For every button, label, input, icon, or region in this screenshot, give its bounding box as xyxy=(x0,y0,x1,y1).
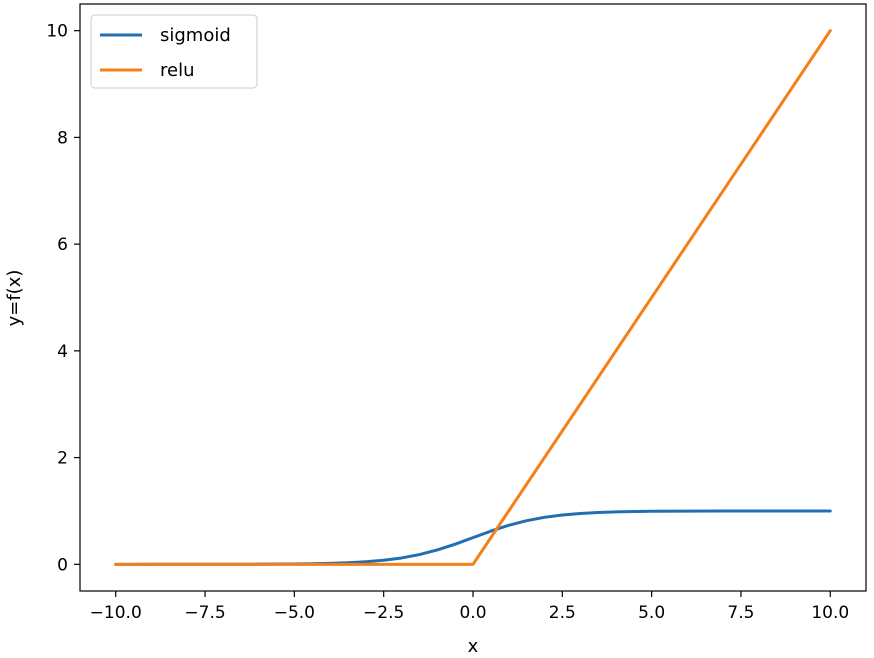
x-tick-label: 0.0 xyxy=(459,603,486,623)
x-tick-label: −2.5 xyxy=(363,603,404,623)
legend-entries: sigmoid relu xyxy=(100,25,231,81)
legend: sigmoid relu xyxy=(90,14,258,89)
y-axis-label: y=f(x) xyxy=(4,270,25,327)
x-tick-label: 2.5 xyxy=(549,603,576,623)
x-tick-label: 7.5 xyxy=(727,603,754,623)
y-tick-label: 4 xyxy=(57,342,68,362)
y-tick-label: 8 xyxy=(57,128,68,148)
y-tick-label: 6 xyxy=(57,235,68,255)
x-axis-label: x xyxy=(468,636,479,657)
x-tick-label: 5.0 xyxy=(638,603,665,623)
x-tick-label: −7.5 xyxy=(184,603,225,623)
legend-label-sigmoid: sigmoid xyxy=(160,25,231,46)
x-axis-ticks: −10.0 −7.5 −5.0 −2.5 0.0 2.5 5.0 7.5 10.0 xyxy=(90,591,849,623)
series-layer xyxy=(114,29,832,566)
y-tick-label: 0 xyxy=(57,555,68,575)
x-tick-label: 10.0 xyxy=(811,603,849,623)
x-tick-label: −5.0 xyxy=(274,603,315,623)
plot-background xyxy=(80,4,866,591)
series-line-relu xyxy=(114,29,832,566)
y-tick-label: 2 xyxy=(57,449,68,469)
legend-label-relu: relu xyxy=(160,60,195,81)
y-tick-label: 10 xyxy=(46,22,68,42)
x-tick-label: −10.0 xyxy=(90,603,142,623)
y-axis-ticks: 0 2 4 6 8 10 xyxy=(46,22,80,575)
